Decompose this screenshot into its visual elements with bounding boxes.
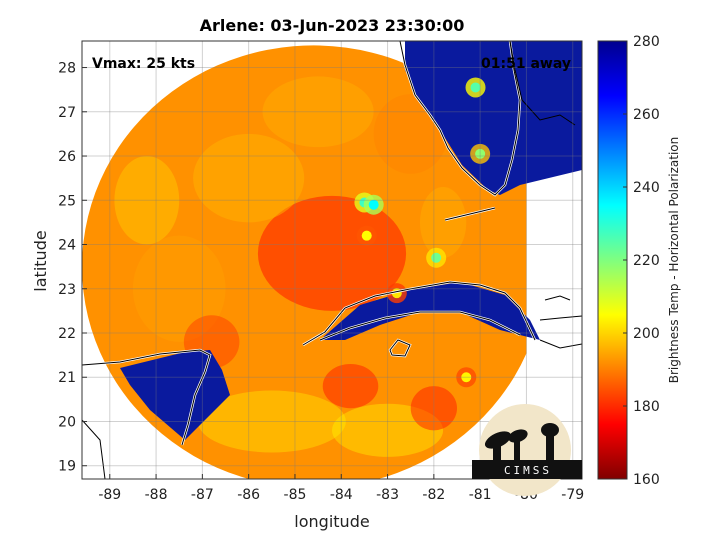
- colorbar: [597, 40, 628, 480]
- y-tick-label: 22: [58, 326, 76, 342]
- logo-sun: [479, 404, 571, 496]
- y-tick-label: 25: [58, 193, 76, 209]
- y-tick-label: 26: [58, 149, 76, 165]
- cold-spot: [368, 199, 379, 210]
- x-tick-label: -87: [191, 487, 214, 503]
- x-tick-label: -85: [284, 487, 307, 503]
- colorbar-ticks: 160 180 200 220 240 260 280: [623, 34, 660, 488]
- plot-frame: [81, 40, 583, 480]
- vmax-annotation: Vmax: 25 kts: [92, 56, 195, 72]
- logo-banner: [472, 460, 582, 479]
- colorbar-tick-label: 160: [633, 472, 660, 488]
- texture-blob: [322, 363, 379, 409]
- y-axis-ticks: 19 20 21 22 23 24 25 26 27 28: [58, 61, 87, 475]
- cold-spot: [470, 82, 481, 93]
- cimss-logo: CIMSS: [472, 404, 582, 496]
- y-tick-label: 21: [58, 370, 76, 386]
- x-tick-label: -83: [376, 487, 399, 503]
- colorbar-tick-label: 220: [633, 253, 660, 269]
- gridlines: [82, 41, 582, 479]
- texture-blob: [193, 133, 305, 223]
- coastlines-dark: [82, 41, 582, 479]
- y-tick-label: 23: [58, 282, 76, 298]
- y-tick-label: 28: [58, 61, 76, 77]
- x-tick-label: -79: [561, 487, 584, 503]
- colorbar-tick-label: 200: [633, 326, 660, 342]
- x-tick-label: -82: [422, 487, 445, 503]
- colorbar-label: Brightness Temp - Horizontal Polarizatio…: [667, 137, 681, 384]
- landmass-florida: [405, 41, 582, 195]
- cold-spot: [475, 148, 486, 159]
- colorbar-tick-label: 240: [633, 180, 660, 196]
- texture-blob: [132, 235, 226, 342]
- swath-texture: [114, 76, 467, 457]
- x-tick-label: -84: [330, 487, 353, 503]
- y-tick-label: 24: [58, 238, 76, 254]
- cold-spots: [354, 77, 491, 388]
- x-tick-label: -89: [98, 487, 121, 503]
- cold-spot: [361, 230, 372, 241]
- chart-title: Arlene: 03-Jun-2023 23:30:00: [200, 16, 465, 35]
- x-tick-label: -88: [145, 487, 168, 503]
- logo-tower-icon: [541, 423, 559, 461]
- texture-blob: [197, 390, 346, 453]
- y-tick-label: 20: [58, 414, 76, 430]
- texture-blob: [419, 187, 467, 258]
- texture-blob: [257, 195, 407, 311]
- plot-area: [82, 41, 582, 479]
- texture-blob: [410, 386, 457, 431]
- logo-dish-icon: [484, 429, 528, 461]
- landmass-yucatan: [120, 350, 230, 440]
- texture-blob: [262, 76, 374, 148]
- x-axis-label: longitude: [294, 512, 369, 531]
- x-tick-label: -81: [469, 487, 492, 503]
- cold-spot: [431, 252, 442, 263]
- logo-text: CIMSS: [504, 464, 552, 477]
- time-away-annotation: 01:51 away: [481, 56, 571, 72]
- texture-blob: [114, 156, 180, 245]
- y-tick-label: 27: [58, 105, 76, 121]
- y-tick-label: 19: [58, 459, 76, 475]
- colorbar-tick-label: 260: [633, 107, 660, 123]
- colorbar-tick-label: 280: [633, 34, 660, 50]
- cold-spot: [461, 372, 472, 383]
- x-tick-label: -86: [237, 487, 260, 503]
- y-axis-label: latitude: [31, 230, 50, 291]
- colorbar-tick-label: 180: [633, 399, 660, 415]
